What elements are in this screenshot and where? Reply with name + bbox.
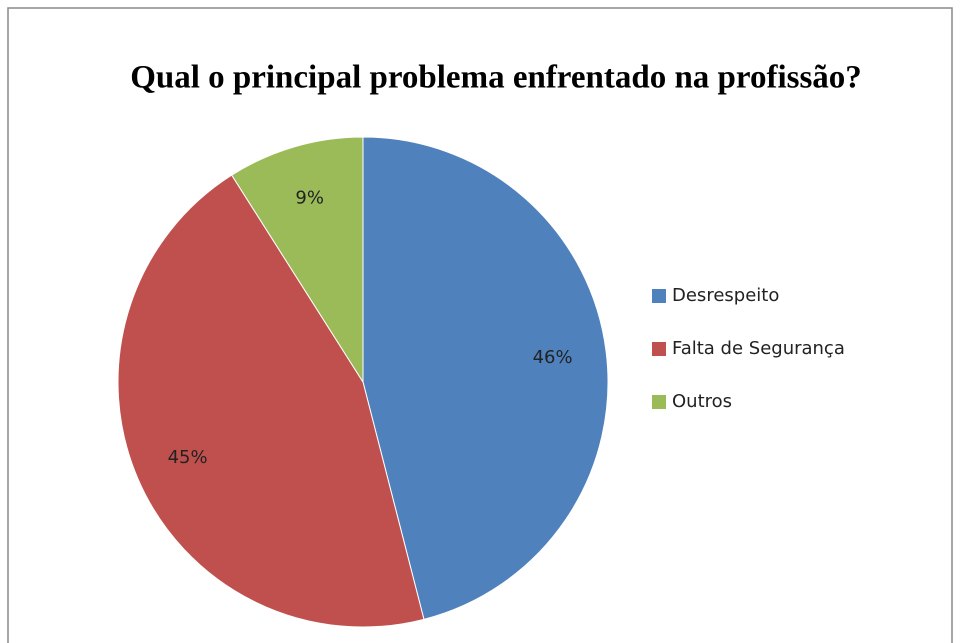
legend-swatch bbox=[652, 395, 666, 409]
legend-label: Desrespeito bbox=[672, 285, 779, 306]
pie-slice bbox=[362, 136, 609, 620]
data-label: 45% bbox=[168, 447, 208, 468]
legend-label: Outros bbox=[672, 391, 732, 412]
data-label: 46% bbox=[533, 347, 573, 368]
legend-label: Falta de Segurança bbox=[672, 338, 845, 359]
data-label: 9% bbox=[295, 187, 324, 208]
legend-swatch bbox=[652, 342, 666, 356]
pie-slice bbox=[117, 174, 425, 628]
pie-slice bbox=[231, 136, 364, 384]
legend-swatch bbox=[652, 289, 666, 303]
chart-title: Qual o principal problema enfrentado na … bbox=[130, 60, 862, 96]
